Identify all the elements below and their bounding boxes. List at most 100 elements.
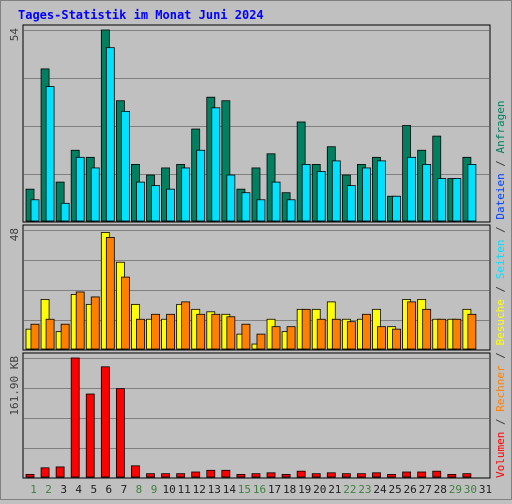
- bar-volumen-day-13: [206, 469, 216, 478]
- x-tick-label: 17: [268, 483, 281, 496]
- bars: [25, 29, 477, 478]
- bar-rechner-day-16: [256, 333, 266, 350]
- bar-rechner-day-1: [30, 323, 40, 350]
- legend-text: Volumen / Rechner / Besuche / Seiten / D…: [494, 100, 507, 478]
- bar-rechner-day-4: [75, 291, 85, 350]
- bar-rechner-day-10: [166, 313, 175, 350]
- bar-rechner-day-12: [196, 313, 206, 350]
- x-tick-label: 12: [193, 483, 206, 496]
- bar-rechner-day-2: [45, 318, 55, 350]
- legend: Volumen / Rechner / Besuche / Seiten / D…: [494, 100, 507, 478]
- bar-dateien-day-4: [75, 156, 85, 222]
- legend-separator: /: [494, 153, 507, 173]
- bar-rechner-day-6: [105, 237, 115, 350]
- bar-dateien-day-3: [60, 202, 70, 222]
- bar-dateien-day-18: [286, 199, 296, 222]
- bar-volumen-day-10: [161, 473, 170, 478]
- bar-dateien-day-30: [467, 164, 477, 222]
- bar-volumen-day-19: [296, 470, 306, 478]
- bar-rechner-day-25: [392, 328, 401, 350]
- bar-volumen-day-3: [55, 466, 65, 478]
- bar-volumen-day-20: [311, 473, 321, 478]
- bar-rechner-day-13: [211, 313, 221, 350]
- bar-rechner-day-3: [60, 323, 70, 350]
- panel-frame-volume: [22, 352, 491, 479]
- bar-volumen-day-5: [85, 393, 95, 478]
- legend-item-volumen: Volumen: [494, 432, 507, 478]
- x-tick-label: 5: [90, 483, 97, 496]
- bar-volumen-day-16: [251, 473, 261, 478]
- bar-volumen-day-28: [432, 470, 442, 478]
- bar-volumen-day-18: [281, 474, 291, 478]
- bar-rechner-day-30: [467, 313, 477, 350]
- bar-dateien-day-29: [452, 178, 462, 222]
- x-tick-label: 29: [449, 483, 462, 496]
- x-tick-label: 14: [223, 483, 237, 496]
- x-tick-label: 1: [30, 483, 37, 496]
- bar-dateien-day-7: [120, 110, 130, 222]
- bar-dateien-day-20: [316, 171, 326, 222]
- chart-title: Tages-Statistik im Monat Juni 2024: [18, 8, 264, 22]
- bar-dateien-day-6: [105, 47, 115, 222]
- bar-anfragen-day-16: [251, 167, 261, 222]
- bar-dateien-day-25: [392, 195, 401, 222]
- x-tick-label: 13: [208, 483, 221, 496]
- x-tick-label: 24: [373, 483, 387, 496]
- bar-dateien-day-5: [90, 167, 100, 222]
- legend-separator: /: [494, 346, 507, 366]
- bar-volumen-day-26: [402, 471, 412, 478]
- bar-volumen-day-14: [221, 469, 231, 478]
- x-tick-label: 2: [45, 483, 52, 496]
- bar-rechner-day-17: [271, 326, 281, 350]
- bar-rechner-day-18: [286, 326, 296, 350]
- bar-volumen-day-15: [236, 474, 246, 478]
- x-tick-label: 16: [253, 483, 266, 496]
- bar-rechner-day-27: [422, 308, 432, 350]
- ymax-label-visits: 48: [8, 228, 21, 241]
- x-tick-label: 25: [388, 483, 401, 496]
- bar-rechner-day-20: [316, 318, 326, 350]
- bar-dateien-day-14: [226, 174, 236, 222]
- bar-dateien-day-16: [256, 199, 266, 222]
- bar-dateien-day-27: [422, 164, 432, 222]
- bar-rechner-day-19: [301, 308, 311, 350]
- bar-volumen-day-12: [191, 471, 201, 478]
- bar-rechner-day-15: [241, 323, 251, 350]
- bar-anfragen-day-3: [55, 181, 65, 222]
- x-tick-label: 23: [358, 483, 371, 496]
- bar-volumen-day-6: [100, 366, 110, 478]
- bar-rechner-day-7: [120, 276, 130, 350]
- bar-volumen-day-7: [115, 388, 125, 478]
- bar-dateien-day-26: [407, 156, 417, 222]
- bar-rechner-day-14: [226, 316, 236, 350]
- x-tick-label: 31: [479, 483, 492, 496]
- bar-volumen-day-24: [372, 472, 381, 478]
- ymax-label-volume: 161.90 KB: [8, 356, 21, 416]
- x-tick-label: 22: [343, 483, 356, 496]
- bar-volumen-day-8: [131, 465, 140, 478]
- bar-dateien-day-23: [362, 167, 371, 222]
- bar-rechner-day-9: [151, 313, 160, 350]
- x-tick-label: 15: [238, 483, 251, 496]
- bar-dateien-day-2: [45, 86, 55, 222]
- bar-volumen-day-27: [417, 471, 427, 478]
- bar-volumen-day-1: [25, 474, 35, 478]
- x-tick-label: 3: [60, 483, 67, 496]
- legend-separator: /: [494, 412, 507, 432]
- bar-rechner-day-21: [331, 318, 341, 350]
- x-tick-label: 19: [298, 483, 311, 496]
- x-tick-label: 21: [328, 483, 341, 496]
- bar-volumen-day-21: [326, 472, 336, 478]
- bar-rechner-day-23: [362, 313, 371, 350]
- legend-item-anfragen: Anfragen: [494, 100, 507, 153]
- bar-dateien-day-1: [30, 199, 40, 222]
- x-tick-label: 6: [106, 483, 113, 496]
- bar-rechner-day-8: [136, 318, 145, 350]
- bar-dateien-day-24: [377, 160, 386, 222]
- x-tick-label: 20: [313, 483, 326, 496]
- legend-item-besuche: Besuche: [494, 299, 507, 345]
- bar-volumen-day-22: [341, 473, 351, 478]
- x-tick-label: 26: [404, 483, 417, 496]
- bar-rechner-day-26: [407, 301, 417, 350]
- bar-dateien-day-22: [346, 185, 356, 222]
